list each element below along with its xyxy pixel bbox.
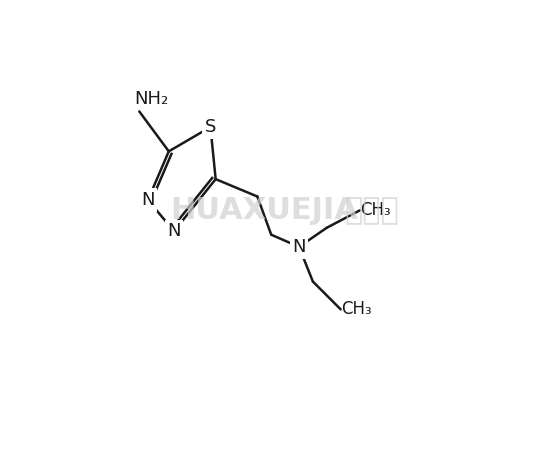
Text: N: N [167,222,181,240]
Text: CH₃: CH₃ [341,300,371,318]
Text: CH₃: CH₃ [360,202,390,219]
Text: N: N [292,238,306,256]
Text: S: S [205,118,216,136]
Text: 化学加: 化学加 [345,196,399,225]
Text: HUAXUEJIA: HUAXUEJIA [170,196,358,225]
Text: NH₂: NH₂ [134,90,168,108]
Text: N: N [141,191,155,209]
